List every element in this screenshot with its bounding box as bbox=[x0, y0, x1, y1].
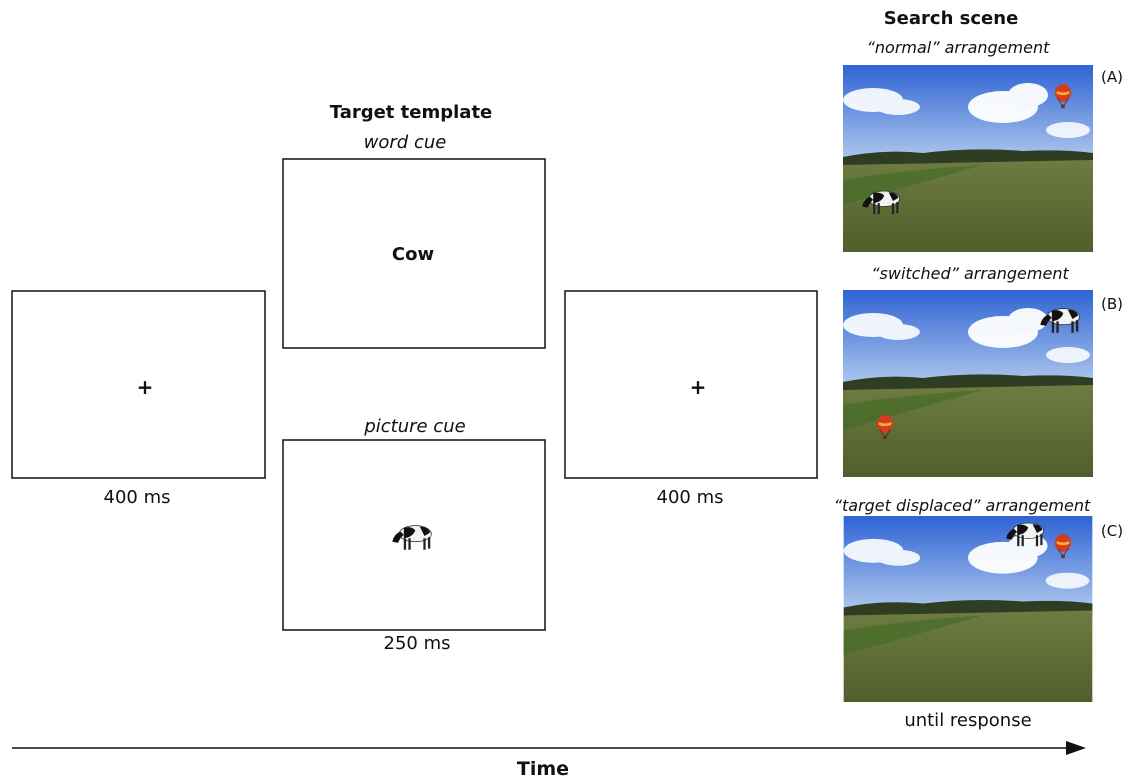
duration-label: 250 ms bbox=[384, 633, 451, 654]
section-title: Search scene bbox=[884, 8, 1019, 29]
timeline-label: Time bbox=[517, 758, 569, 779]
arrangement-tag: (A) bbox=[1101, 68, 1123, 86]
arrangement-label: “switched” arrangement bbox=[871, 264, 1069, 283]
arrangement-label: “normal” arrangement bbox=[867, 38, 1050, 57]
fixation-frame bbox=[11, 290, 266, 479]
arrangement-label: “target displaced” arrangement bbox=[834, 496, 1091, 515]
fixation-cross: + bbox=[137, 375, 154, 399]
section-title: Target template bbox=[330, 102, 493, 123]
arrangement-tag: (C) bbox=[1101, 522, 1123, 540]
cue-label: picture cue bbox=[363, 416, 465, 437]
duration-label: 400 ms bbox=[104, 487, 171, 508]
arrangement-tag: (B) bbox=[1101, 295, 1123, 313]
fixation-frame bbox=[564, 290, 818, 479]
arrow-head bbox=[1066, 741, 1086, 755]
cue-label: word cue bbox=[364, 132, 447, 153]
duration-label: until response bbox=[904, 710, 1031, 731]
word-cue-frame bbox=[282, 158, 546, 349]
cue-word: Cow bbox=[392, 244, 434, 265]
duration-label: 400 ms bbox=[657, 487, 724, 508]
fixation-cross: + bbox=[690, 375, 707, 399]
